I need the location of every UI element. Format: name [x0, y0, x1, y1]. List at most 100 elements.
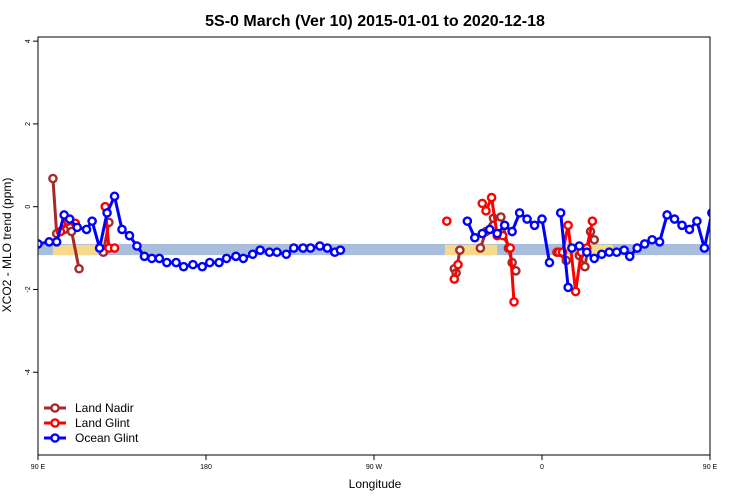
ocean-glint-point — [154, 253, 165, 264]
ocean-glint-point — [178, 261, 189, 272]
ocean-glint-point — [647, 234, 657, 245]
land-glint-point — [587, 216, 598, 226]
ocean-glint-point — [492, 228, 503, 239]
ocean-glint-point — [322, 243, 333, 253]
land-band — [725, 245, 750, 255]
ocean-glint-point — [507, 226, 517, 237]
land-nadir-point — [731, 175, 738, 182]
ocean-glint-point — [72, 222, 82, 233]
ocean-glint-point — [109, 191, 120, 202]
ocean-glint-point — [188, 259, 198, 270]
legend-ocean-glint-label: Ocean Glint — [75, 431, 139, 445]
ocean-glint-point — [567, 243, 577, 253]
legend-land-nadir-marker — [50, 403, 60, 413]
land-nadir-point — [496, 212, 506, 222]
ocean-glint-point — [692, 216, 702, 226]
ocean-glint-point — [305, 243, 316, 253]
land-glint-point — [477, 198, 488, 209]
ocean-glint-point — [738, 242, 745, 249]
ocean-glint-point — [197, 261, 208, 272]
legend-land-glint-label: Land Glint — [75, 416, 130, 430]
ocean-glint-point — [723, 226, 730, 233]
ocean-glint-point — [619, 245, 629, 255]
ocean-glint-point — [272, 247, 282, 258]
ocean-glint-point — [281, 249, 292, 260]
ocean-glint-point — [171, 257, 181, 268]
ocean-glint-point — [81, 224, 92, 235]
ocean-glint-point — [247, 249, 258, 260]
ocean-glint-point — [102, 208, 112, 218]
land-glint-point — [746, 218, 750, 225]
legend-land-glint-marker — [50, 418, 60, 428]
ocean-glint-point — [746, 253, 750, 260]
ocean-glint-point — [221, 253, 232, 264]
land-glint-point — [509, 297, 519, 307]
legend-ocean-glint-marker — [50, 433, 60, 443]
ocean-glint-point — [707, 208, 710, 218]
ocean-glint-point — [537, 214, 547, 224]
y-tick-label: -2 — [25, 286, 32, 292]
ocean-glint-point — [582, 247, 592, 258]
ocean-glint-point — [477, 228, 488, 239]
ocean-glint-point — [214, 257, 224, 268]
ocean-glint-point — [522, 214, 532, 224]
ocean-glint-point — [124, 230, 135, 241]
ocean-glint-point — [462, 216, 473, 226]
ocean-glint-point — [255, 245, 265, 255]
ocean-glint-point — [611, 247, 622, 258]
land-glint-point — [738, 228, 745, 235]
ocean-glint-point — [161, 257, 172, 268]
ocean-glint-point — [632, 243, 643, 253]
land-glint-point — [441, 216, 452, 226]
ocean-glint-point — [677, 220, 687, 231]
land-glint-point — [563, 220, 573, 231]
ocean-glint-point — [204, 257, 215, 268]
ocean-glint-point — [684, 224, 695, 235]
x-tick-label: 90 E — [703, 464, 718, 471]
ocean-glint-point — [315, 241, 325, 251]
land-glint-point — [449, 274, 460, 284]
ocean-glint-point — [596, 249, 607, 260]
ocean-glint-point — [147, 253, 157, 264]
ocean-glint-point — [699, 243, 710, 253]
chart-title: 5S-0 March (Ver 10) 2015-01-01 to 2020-1… — [205, 13, 545, 30]
ocean-glint-line — [559, 212, 570, 288]
land-nadir-point — [48, 173, 58, 184]
x-tick-label: 90 E — [31, 464, 46, 471]
y-axis-label: XCO2 - MLO trend (ppm) — [0, 178, 14, 313]
x-tick-label: 180 — [200, 464, 212, 471]
ocean-glint-point — [731, 232, 738, 239]
data-layer — [38, 173, 750, 307]
ocean-glint-point — [51, 237, 62, 247]
ocean-glint-point — [624, 251, 635, 262]
ocean-glint-point — [335, 245, 346, 255]
land-nadir-point — [580, 261, 590, 272]
land-nadir-point — [734, 230, 741, 237]
ocean-glint-point — [132, 241, 142, 251]
land-glint-point — [570, 286, 581, 297]
ocean-glint-point — [514, 208, 525, 218]
ocean-glint-point — [288, 243, 299, 253]
ocean-glint-point — [87, 216, 97, 226]
ocean-glint-point — [484, 224, 495, 235]
ocean-glint-point — [117, 224, 127, 235]
y-tick-label: 4 — [25, 39, 32, 43]
ocean-glint-point — [469, 232, 480, 243]
ocean-glint-point — [499, 220, 510, 231]
ocean-glint-point — [94, 243, 105, 253]
land-glint-point — [481, 206, 491, 216]
ocean-glint-point — [589, 253, 600, 264]
land-nadir-point — [589, 234, 600, 245]
land-glint-line — [742, 221, 750, 231]
land-band — [444, 244, 498, 256]
ocean-glint-point — [604, 247, 615, 258]
ocean-glint-point — [298, 243, 308, 253]
land-glint-point — [505, 243, 516, 253]
ocean-glint-point — [654, 237, 665, 247]
land-nadir-point — [74, 263, 84, 274]
ocean-glint-point — [662, 210, 672, 220]
ocean-glint-point — [44, 237, 55, 247]
ocean-glint-point — [639, 239, 650, 249]
y-tick-label: -4 — [25, 369, 32, 375]
